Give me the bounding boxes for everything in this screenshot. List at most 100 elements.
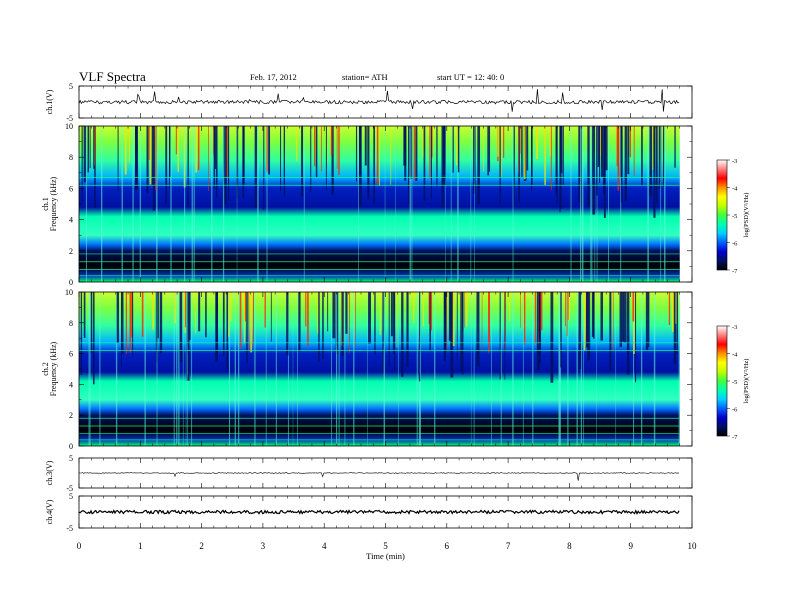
spectrogram-streak — [448, 292, 452, 341]
spectrogram-streak — [177, 126, 179, 172]
spectrogram-streak — [668, 292, 671, 326]
spectrogram-streak — [578, 292, 582, 369]
spectrogram-streak — [641, 292, 643, 446]
spectrogram-streak — [429, 126, 431, 180]
spectrogram-streak — [556, 126, 558, 204]
colorbar-tick-label: -4 — [732, 186, 738, 193]
spectrogram-streak — [182, 292, 184, 446]
y-tick-label: 8 — [69, 153, 73, 162]
spectrogram-streak — [457, 126, 459, 282]
spectrogram-streak — [675, 292, 677, 324]
spectrogram-streak — [382, 292, 385, 374]
spectrogram-streak — [117, 126, 119, 193]
spectrogram-streak — [384, 126, 386, 282]
spectrogram-streak — [392, 292, 395, 355]
spectrogram-streak — [600, 126, 604, 178]
spectrogram-streak — [460, 292, 463, 321]
colorbar-tick-label: -3 — [732, 324, 737, 331]
spectrogram-streak — [523, 126, 526, 180]
spectrogram-streak — [173, 292, 175, 446]
spectrogram-streak — [236, 126, 239, 200]
spectrogram-streak — [280, 126, 282, 191]
x-tick-label: 6 — [445, 541, 450, 551]
spectrogram-streak — [121, 292, 124, 354]
spectrogram-streak — [179, 292, 183, 363]
spectrogram-streak — [186, 292, 190, 381]
spectrogram-streak — [305, 292, 307, 327]
spectrogram-streak — [270, 292, 272, 342]
spectrogram-streak — [184, 292, 186, 328]
spectrogram-streak — [623, 292, 627, 343]
spectrogram-streak — [338, 126, 340, 175]
spectrogram-streak — [188, 292, 191, 341]
spectrogram-streak — [452, 292, 455, 346]
spectrogram-streak — [531, 126, 533, 192]
spectrogram-streak — [409, 126, 411, 282]
spectrogram-streak — [195, 292, 197, 334]
spectrogram-streak — [228, 292, 230, 337]
spectrogram-streak — [504, 292, 506, 380]
spectrogram-streak — [600, 292, 604, 341]
x-tick-label: 0 — [77, 541, 82, 551]
spectrogram-streak — [633, 126, 635, 176]
spectrogram-streak — [596, 126, 598, 282]
spectrogram-streak — [230, 292, 232, 322]
spectrogram-streak — [239, 292, 242, 349]
spectrogram-streak — [355, 126, 358, 182]
spectrogram-streak — [587, 126, 590, 207]
spectrogram-streak — [297, 292, 298, 446]
spectrogram-streak — [174, 292, 177, 324]
spectrogram-streak — [633, 292, 635, 355]
spectrogram-streak — [254, 292, 256, 446]
spectrogram-streak — [93, 126, 95, 169]
spectrogram-streak — [653, 292, 656, 446]
spectrogram-streak — [470, 126, 472, 282]
spectrogram-streak — [332, 292, 336, 339]
spectrogram-streak — [521, 126, 523, 178]
spectrogram-streak — [592, 126, 596, 215]
spectrogram-streak — [379, 126, 380, 186]
spectrogram-streak — [522, 292, 524, 446]
spectrogram-streak — [499, 292, 501, 380]
spectrogram-streak — [616, 126, 619, 167]
spectrogram-streak — [238, 292, 240, 446]
spectrogram-streak — [411, 126, 413, 282]
spectrogram-streak — [80, 292, 83, 375]
spectrogram-streak — [322, 292, 324, 360]
spectrogram-streak — [170, 126, 172, 282]
spectrogram-streak — [609, 292, 612, 371]
spectrogram-streak — [254, 126, 258, 208]
spectrogram-streak — [481, 292, 483, 352]
spectrogram-streak — [645, 292, 649, 351]
spectrogram-streak — [149, 126, 152, 185]
spectrogram-streak — [591, 292, 595, 337]
spectrogram-streak — [148, 126, 151, 161]
spectrogram-streak — [578, 126, 581, 203]
spectrogram-streak — [144, 292, 146, 446]
spectrogram-streak — [445, 126, 446, 282]
spectrogram-streak — [248, 292, 250, 351]
spectrogram-streak — [156, 292, 158, 446]
spectrogram-streak — [85, 126, 87, 282]
spectrogram-streak — [462, 292, 464, 332]
spectrogram-streak — [526, 126, 529, 171]
spectrogram-streak — [441, 126, 444, 208]
spectrogram-streak — [649, 126, 653, 197]
spectrogram-streak — [647, 126, 649, 282]
spectrogram-streak — [473, 292, 475, 446]
x-tick-label: 4 — [322, 541, 327, 551]
waveform-line — [78, 89, 680, 112]
spectrogram-streak — [132, 292, 134, 356]
spectrogram-streak — [538, 292, 540, 332]
spectrogram-streak — [341, 292, 344, 357]
spectrogram-streak — [450, 292, 454, 378]
spectrogram-streak — [317, 292, 319, 334]
spectrogram-streak — [627, 126, 630, 175]
spectrogram-streak — [408, 126, 410, 205]
spectrogram-streak — [423, 126, 426, 202]
spectrogram-streak — [242, 126, 245, 186]
spectrogram-streak — [139, 126, 141, 282]
spectrogram-streak — [228, 292, 231, 446]
y-tick-label: 10 — [65, 288, 73, 297]
